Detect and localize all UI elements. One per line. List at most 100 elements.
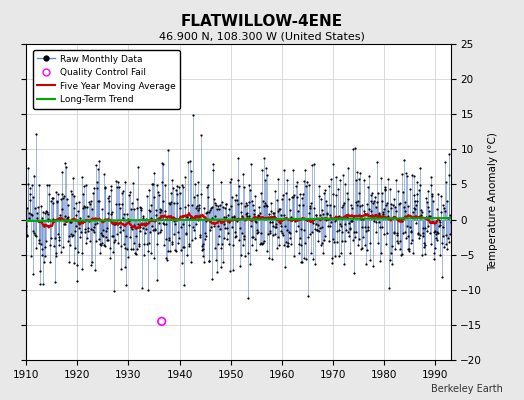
Point <box>248 198 256 204</box>
Point <box>188 202 196 208</box>
Point <box>90 224 98 230</box>
Point <box>155 192 163 198</box>
Point <box>183 214 191 220</box>
Point <box>29 271 37 278</box>
Point <box>176 190 184 196</box>
Point <box>32 245 40 251</box>
Point <box>436 222 444 228</box>
Point <box>24 165 32 172</box>
Point <box>282 239 290 246</box>
Point <box>422 214 431 220</box>
Point <box>290 216 299 222</box>
Point <box>210 223 218 230</box>
Point <box>361 242 369 248</box>
Point <box>326 219 335 225</box>
Point <box>326 212 335 218</box>
Point <box>436 252 444 258</box>
Point <box>303 216 312 223</box>
Point <box>56 216 64 222</box>
Point <box>100 242 108 248</box>
Point <box>71 245 79 251</box>
Point <box>247 161 255 168</box>
Point <box>31 205 39 211</box>
Point <box>163 257 171 263</box>
Point <box>263 203 271 209</box>
Point <box>59 244 67 250</box>
Point <box>416 232 424 238</box>
Point <box>373 158 381 165</box>
Point <box>334 227 343 234</box>
Point <box>325 238 333 244</box>
Point <box>409 250 417 256</box>
Point <box>274 234 282 241</box>
Point <box>315 225 324 231</box>
Point <box>402 170 410 176</box>
Point <box>322 197 331 204</box>
Point <box>383 230 391 236</box>
Point <box>83 235 91 241</box>
Point <box>27 210 36 217</box>
Point <box>162 236 171 242</box>
Point <box>110 288 118 294</box>
Point <box>205 208 214 215</box>
Point <box>197 191 205 197</box>
Point <box>428 193 436 199</box>
Point <box>259 240 267 246</box>
Point <box>291 218 299 224</box>
Point <box>330 202 339 209</box>
Point <box>144 248 152 254</box>
Point <box>118 190 126 196</box>
Point <box>385 215 393 222</box>
Point <box>392 208 400 214</box>
Point <box>85 199 93 206</box>
Point <box>346 226 354 232</box>
Point <box>192 192 201 198</box>
Point <box>72 222 80 229</box>
Point <box>384 208 392 214</box>
Point <box>353 202 361 208</box>
Point <box>315 227 323 234</box>
Point <box>426 230 434 237</box>
Point <box>310 204 318 211</box>
Point <box>403 203 412 209</box>
Point <box>35 182 43 188</box>
Point <box>259 155 268 161</box>
Point <box>129 246 137 252</box>
Point <box>312 212 321 218</box>
Point <box>192 205 200 211</box>
Point <box>141 220 150 226</box>
Point <box>255 213 264 219</box>
Point <box>271 230 280 237</box>
Point <box>273 197 281 204</box>
Point <box>116 205 125 211</box>
Point <box>99 232 107 238</box>
Point <box>160 208 169 214</box>
Point <box>225 241 233 247</box>
Point <box>427 241 435 247</box>
Point <box>443 215 452 221</box>
Point <box>272 245 281 251</box>
Point <box>231 234 239 240</box>
Point <box>322 202 331 208</box>
Point <box>362 260 370 267</box>
Point <box>114 179 122 185</box>
Point <box>96 240 104 247</box>
Point <box>233 155 242 161</box>
Point <box>345 233 353 239</box>
Point <box>352 177 360 183</box>
Point <box>32 214 41 221</box>
Point <box>293 194 301 200</box>
Point <box>423 222 432 229</box>
Point <box>410 192 419 198</box>
Point <box>299 191 308 198</box>
Point <box>78 250 86 256</box>
Point <box>162 221 170 227</box>
Point <box>26 191 35 197</box>
Point <box>376 224 384 230</box>
Point <box>94 166 102 172</box>
Point <box>121 245 129 252</box>
Point <box>139 252 148 258</box>
Point <box>439 202 447 208</box>
Point <box>363 247 372 254</box>
Point <box>386 257 394 263</box>
